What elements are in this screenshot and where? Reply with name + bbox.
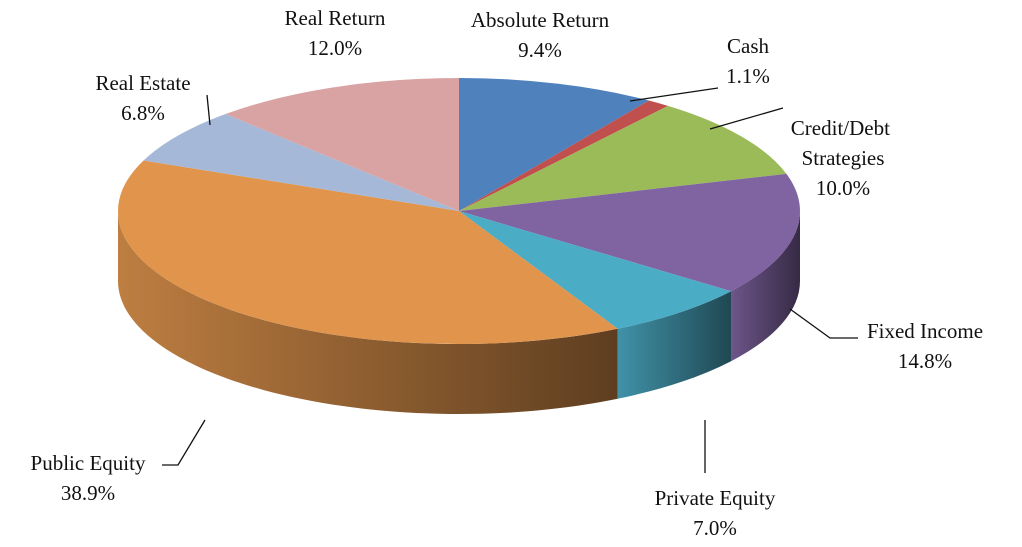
slice	[117, 160, 618, 345]
slice-label: Private Equity	[655, 486, 776, 510]
slice-label: Cash	[727, 34, 770, 58]
leader-line	[789, 308, 858, 339]
leader-line	[629, 87, 719, 102]
slice	[459, 173, 800, 292]
leader-line	[709, 107, 784, 130]
value-label: 10.0%	[816, 176, 870, 200]
value-label: 38.9%	[61, 481, 115, 505]
slice	[143, 114, 459, 211]
value-label: 1.1%	[726, 64, 770, 88]
slice-label: Fixed Income	[867, 319, 983, 343]
slice	[459, 105, 787, 211]
slice-label: Real Estate	[95, 71, 190, 95]
slice	[459, 78, 649, 211]
slice-side	[617, 291, 732, 399]
slice-side	[731, 211, 800, 362]
value-label: 6.8%	[121, 101, 165, 125]
label-line: Strategies	[802, 146, 885, 170]
slice-label: Absolute Return	[471, 8, 610, 32]
slice	[225, 78, 459, 211]
slice	[459, 211, 732, 329]
label-line: Credit/Debt	[791, 116, 895, 140]
slice-label: Credit/Debt Strategies	[791, 116, 895, 170]
value-label: 12.0%	[308, 36, 362, 60]
slice-side	[118, 211, 618, 415]
value-label: 7.0%	[693, 516, 737, 540]
value-label: 14.8%	[898, 349, 952, 373]
value-label: 9.4%	[518, 38, 562, 62]
slice-label: Public Equity	[31, 451, 146, 475]
slice-label: Real Return	[285, 6, 386, 30]
leader-line	[162, 419, 206, 466]
leader-line	[206, 94, 211, 126]
slice	[459, 100, 669, 211]
